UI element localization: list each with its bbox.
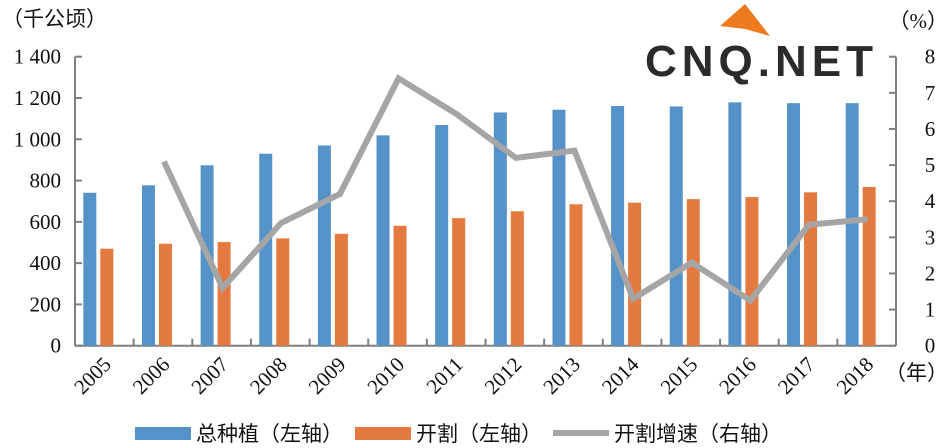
bar-tapped [276, 238, 290, 346]
bar-tapped [452, 218, 466, 346]
watermark-text: CNQ.NET [645, 37, 873, 86]
left-tick-label: 400 [30, 251, 62, 275]
bar-total-planted [552, 109, 566, 346]
x-tick-label: 2011 [422, 352, 468, 398]
bar-tapped [510, 211, 524, 346]
logo-bird-icon [720, 4, 770, 36]
legend-swatch [355, 427, 411, 440]
x-axis-unit: （年） [885, 361, 948, 385]
right-tick-label: 2 [925, 261, 936, 285]
x-tick-label: 2007 [186, 352, 233, 399]
right-tick-label: 1 [925, 298, 936, 322]
bar-tapped [628, 202, 642, 346]
x-tick-label: 2013 [538, 352, 585, 399]
bar-tapped [334, 233, 348, 346]
legend-label: 总种植（左轴） [196, 422, 343, 446]
x-tick-label: 2005 [69, 352, 116, 399]
left-tick-label: 200 [30, 292, 62, 316]
left-tick-label: 800 [30, 169, 62, 193]
bar-tapped [569, 204, 583, 346]
bar-total-planted [259, 153, 273, 346]
bar-tapped [862, 186, 876, 346]
legend-label: 开割（左轴） [416, 422, 542, 446]
left-tick-label: 0 [51, 334, 62, 358]
bar-tapped [745, 197, 759, 346]
bar-total-planted [376, 135, 390, 346]
watermark-logo: CNQ.NET [645, 4, 873, 86]
bar-total-planted [611, 106, 625, 346]
x-tick-label: 2006 [128, 352, 175, 399]
bar-total-planted [435, 125, 449, 346]
bar-total-planted [669, 106, 683, 346]
bar-tapped [217, 242, 231, 346]
left-axis-unit: （千公顷） [2, 7, 107, 31]
right-tick-label: 3 [925, 225, 936, 249]
x-tick-label: 2014 [597, 352, 644, 399]
right-tick-label: 4 [925, 189, 936, 213]
legend-swatch [135, 427, 191, 440]
x-tick-label: 2016 [714, 352, 761, 399]
right-tick-label: 0 [925, 334, 936, 358]
x-tick-label: 2012 [480, 352, 527, 399]
right-tick-label: 7 [925, 81, 936, 105]
right-tick-label: 8 [925, 45, 936, 69]
x-tick-label: 2008 [245, 352, 292, 399]
bar-tapped [686, 199, 700, 346]
x-tick-label: 2009 [304, 352, 351, 399]
x-tick-label: 2018 [832, 352, 879, 399]
bar-total-planted [83, 192, 97, 346]
bar-total-planted [141, 185, 155, 346]
right-axis-unit: （%） [889, 9, 949, 33]
bar-tapped [100, 248, 114, 346]
bar-total-planted [845, 103, 859, 346]
x-tick-label: 2015 [656, 352, 703, 399]
left-tick-label: 1 000 [14, 127, 61, 151]
legend-label: 开割增速（右轴） [614, 422, 782, 446]
bar-tapped [393, 225, 407, 346]
bar-tapped [804, 192, 818, 346]
bar-tapped [158, 243, 172, 346]
bar-total-planted [317, 145, 331, 346]
left-tick-label: 600 [30, 210, 62, 234]
x-tick-label: 2017 [773, 352, 820, 399]
bar-total-planted [493, 112, 507, 346]
left-tick-label: 1 200 [14, 86, 61, 110]
left-tick-label: 1 400 [14, 45, 61, 69]
right-tick-label: 5 [925, 153, 936, 177]
bar-total-planted [787, 103, 801, 346]
right-tick-label: 6 [925, 117, 936, 141]
x-tick-label: 2010 [362, 352, 409, 399]
bar-total-planted [728, 102, 742, 346]
